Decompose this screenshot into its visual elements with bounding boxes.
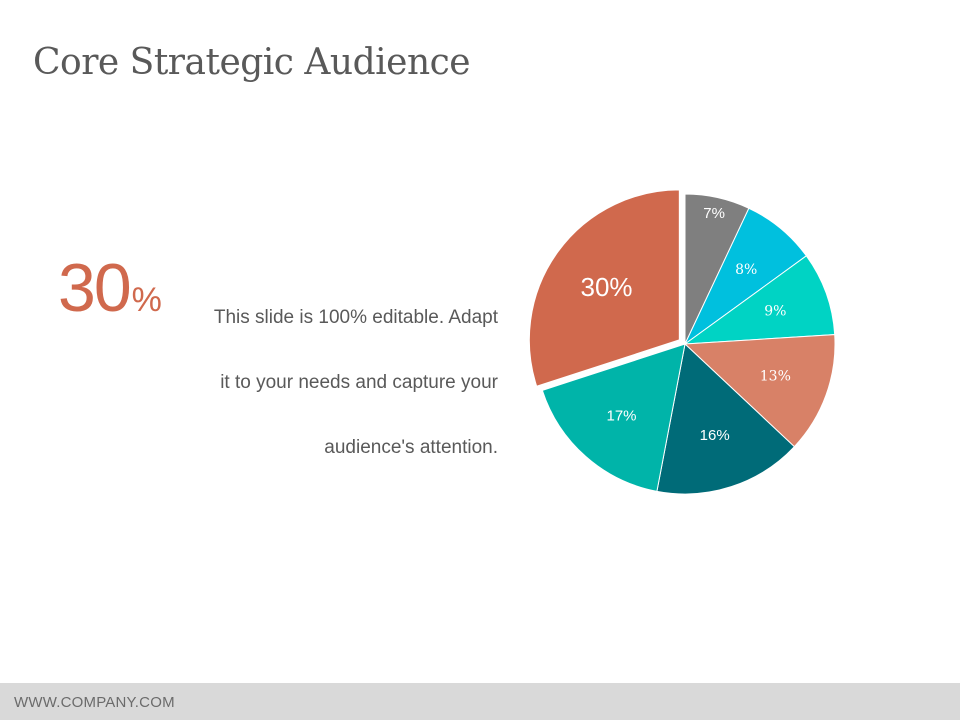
- pie-slice-label-17: 17%: [606, 408, 636, 425]
- pie-slice-9: [683, 255, 836, 345]
- pie-slice-label-30: 30%: [581, 272, 633, 302]
- pie-slice-label-7: 7%: [703, 205, 725, 222]
- pie-slice-13: [683, 334, 836, 448]
- highlight-stat: 30%: [58, 248, 162, 328]
- pie-slice-label-16: 16%: [700, 427, 730, 444]
- pie-slice-label-13: 13%: [760, 369, 791, 385]
- highlight-unit: %: [131, 281, 162, 319]
- pie-slice-16: [656, 343, 796, 495]
- description-line-2: it to your needs and capture your: [220, 372, 498, 393]
- footer-bar: WWW.COMPANY.COM: [0, 683, 960, 720]
- pie-slice-label-9: 9%: [764, 303, 786, 319]
- slide-title: Core Strategic Audience: [33, 42, 471, 83]
- description-text: This slide is 100% editable. Adapt it to…: [168, 285, 498, 480]
- description-line-1: This slide is 100% editable. Adapt: [213, 307, 498, 328]
- description-line-3: audience's attention.: [324, 437, 498, 458]
- pie-slice-17: [541, 343, 686, 492]
- pie-slice-30: [528, 189, 680, 387]
- pie-slice-label-8: 8%: [735, 262, 757, 278]
- highlight-value: 30: [58, 250, 132, 326]
- footer-url: WWW.COMPANY.COM: [14, 694, 175, 711]
